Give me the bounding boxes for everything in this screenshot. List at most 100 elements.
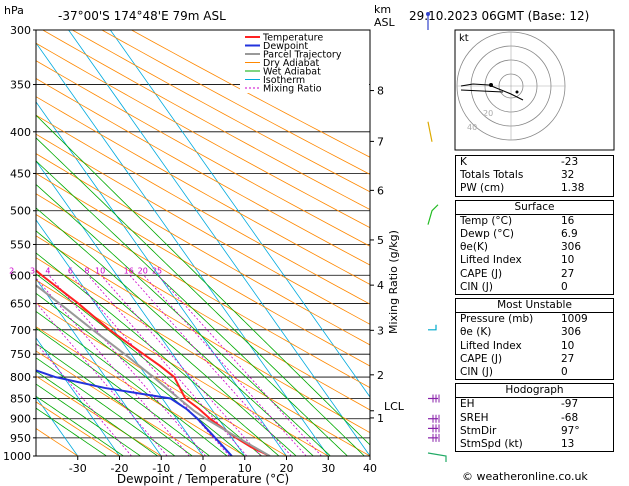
temp-tick-label: -30 [69, 462, 87, 475]
wet-adiabat [36, 207, 314, 456]
isotherm [109, 30, 370, 398]
most-unstable-label: CAPE (J) [460, 352, 503, 365]
km-tick-label: 2 [377, 369, 384, 382]
hodograph-table-title: Hodograph [456, 384, 613, 399]
wet-adiabat [36, 252, 280, 456]
hpa-label: hPa [4, 4, 24, 17]
surface-box: Surface Temp (°C) 16 Dewp (°C) 6.9 θe(K) 306 L… [455, 199, 614, 296]
km-tick-label: 6 [377, 184, 384, 197]
index-label: Totals Totals [460, 169, 524, 182]
series-layer [36, 269, 271, 456]
km-tick-label: 7 [377, 135, 384, 148]
surface-value: 306 [561, 241, 582, 254]
dry-adiabat [36, 153, 370, 346]
wind-barb [427, 452, 447, 462]
hodograph-table-row: SREH -68 [456, 412, 613, 425]
dry-adiabat [36, 42, 370, 229]
isotherm [36, 160, 246, 456]
dry-adiabat [36, 60, 370, 247]
background-lines [0, 6, 370, 474]
pressure-tick-label: 500 [10, 205, 31, 218]
wet-adiabat [36, 114, 370, 446]
isotherm [36, 42, 329, 456]
mixing-ratio-line [36, 277, 190, 456]
surface-label: Dewp (°C) [460, 228, 514, 241]
hodograph-table-row: StmDir 97° [456, 425, 613, 438]
most-unstable-title: Most Unstable [456, 299, 613, 314]
mixing-ratio-label: 2 [9, 266, 14, 275]
km-tick-label: 8 [377, 85, 384, 98]
hodograph-table-label: SREH [460, 411, 489, 424]
legend-label: Mixing Ratio [263, 84, 322, 95]
surface-row: Temp (°C) 16 [456, 215, 613, 228]
most-unstable-box: Most Unstable Pressure (mb) 1009 θe (K) 306… [455, 298, 614, 381]
wind-barb [428, 324, 437, 331]
dry-adiabat [36, 235, 370, 434]
mixing-ratio-line [157, 274, 322, 456]
legend-label: Wet Adiabat [263, 67, 321, 78]
pressure-tick-label: 300 [10, 24, 31, 37]
index-value: 32 [561, 169, 575, 182]
temp-tick-label: 30 [321, 462, 335, 475]
wet-adiabat [36, 383, 142, 456]
hodograph-kt-label: kt [459, 33, 469, 44]
index-label: K [460, 156, 467, 168]
most-unstable-row: Pressure (mb) 1009 [456, 313, 613, 326]
most-unstable-value: 1009 [561, 313, 588, 326]
isotherm [36, 101, 287, 456]
most-unstable-label: Lifted Index [460, 339, 522, 352]
mixing-ratio-label: 3 [30, 266, 35, 275]
datetime-label: 29.10.2023 06GMT (Base: 12) [409, 9, 589, 23]
surface-title: Surface [456, 201, 613, 215]
index-value: -23 [561, 156, 579, 168]
surface-row: CIN (J) 0 [456, 281, 613, 294]
most-unstable-row: CAPE (J) 27 [456, 353, 613, 366]
surface-value: 6.9 [561, 228, 578, 241]
hodograph-table-row: StmSpd (kt) 13 [456, 438, 613, 451]
dry-adiabat [36, 193, 370, 389]
pressure-tick-label: 950 [10, 432, 31, 445]
pressure-tick-label: 900 [10, 413, 31, 426]
hodograph-table-value: 13 [561, 438, 575, 451]
surface-label: Lifted Index [460, 254, 522, 267]
wet-adiabat [36, 357, 176, 456]
mixing-ratio-label: 25 [152, 266, 162, 275]
dry-adiabat [36, 375, 163, 456]
wet-adiabat [36, 395, 125, 456]
hodograph-table-value: 97° [561, 424, 580, 437]
wet-adiabat [36, 183, 331, 456]
most-unstable-row: Lifted Index 10 [456, 340, 613, 353]
dry-adiabat [36, 78, 370, 266]
temp-tick-label: 40 [363, 462, 377, 475]
dry-adiabat [41, 30, 370, 211]
legend-label: Parcel Trajectory [263, 50, 342, 61]
dry-adiabat [36, 350, 204, 456]
surface-label: CIN (J) [460, 280, 493, 293]
index-row: PW (cm) 1.38 [456, 182, 613, 195]
legend-label: Dry Adiabat [263, 58, 320, 69]
dry-adiabat [101, 30, 370, 175]
legend-label: Temperature [262, 33, 323, 44]
wet-adiabat [36, 160, 349, 456]
most-unstable-value: 306 [561, 326, 582, 339]
pressure-tick-label: 350 [10, 79, 31, 92]
pressure-axis: 300 350 400 450 500 550 600 650 700 750 800 850 900 9… [3, 24, 36, 463]
pressure-tick-label: 450 [10, 167, 31, 180]
pressure-tick-label: 850 [10, 392, 31, 405]
mixing-ratio-line [48, 274, 206, 456]
x-axis-title: Dewpoint / Temperature (°C) [117, 472, 289, 486]
index-label: PW (cm) [460, 182, 505, 195]
km-tick-label: 4 [377, 279, 384, 292]
mixing-ratio-label: 16 [124, 266, 134, 275]
wind-barb [427, 121, 433, 142]
isotherm [36, 219, 204, 456]
mixing-ratio-line [143, 274, 307, 456]
hodograph-frame [454, 29, 615, 151]
legend-background [240, 31, 369, 93]
mixing-ratio-label: 8 [84, 266, 89, 275]
wet-adiabat [36, 292, 245, 456]
isotherm [0, 6, 6, 474]
surface-value: 10 [561, 254, 575, 267]
